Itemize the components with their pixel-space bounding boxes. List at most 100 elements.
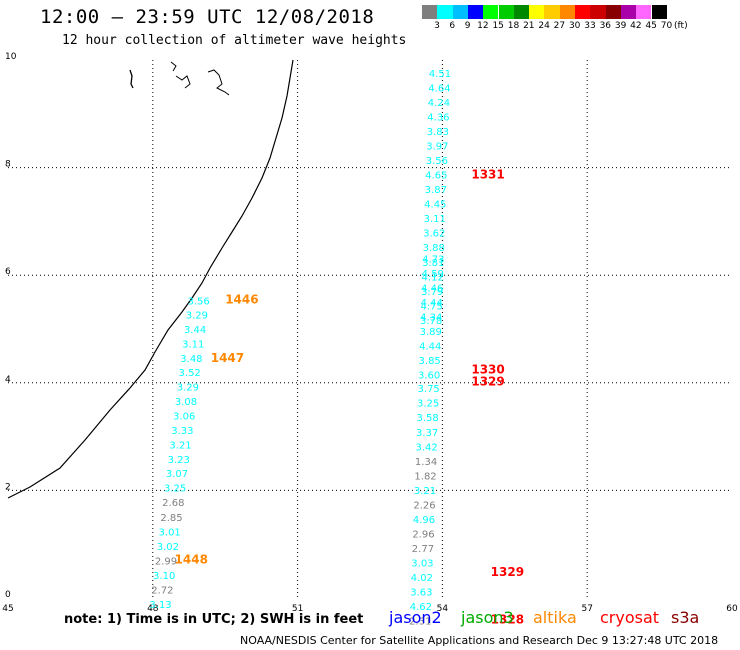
swh-value: 4.65: [425, 171, 447, 182]
legend-swatch: [437, 5, 453, 19]
swh-value: 3.29: [186, 310, 208, 321]
swh-value: 3.85: [419, 356, 441, 367]
lat-tick-label: 10: [5, 52, 17, 62]
legend-label: 6: [449, 21, 456, 31]
legend-label: 70: [660, 21, 673, 31]
orbit-time-label: 1329: [491, 565, 524, 579]
swh-value: 4.36: [427, 112, 449, 123]
legend-label: 12: [477, 21, 489, 31]
legend-label: 33: [584, 21, 596, 31]
swh-value: 3.83: [427, 127, 449, 138]
orbit-time-label: 1447: [211, 351, 244, 365]
swh-value: 3.03: [411, 558, 433, 569]
island-coastline: [129, 69, 134, 89]
swh-value: 4.45: [424, 200, 446, 211]
swh-value: 3.08: [175, 397, 197, 408]
lat-tick-label: 2: [5, 482, 11, 492]
swh-value: 4.46: [421, 284, 443, 295]
satellite-cryosat: cryosat: [600, 608, 660, 627]
legend-swatch: [498, 5, 514, 19]
lon-tick-label: 51: [292, 604, 303, 614]
legend-swatch: [636, 5, 652, 19]
swh-value: 3.11: [424, 214, 446, 225]
swh-value: 3.25: [164, 484, 186, 495]
legend-swatch: [483, 5, 499, 19]
swh-value: 3.13: [149, 600, 171, 611]
legend-swatch: [452, 5, 468, 19]
swh-value: 3.75: [418, 384, 440, 395]
legend-label: 21: [523, 21, 535, 31]
swh-value: 2.99: [155, 556, 177, 567]
swh-value: 3.97: [426, 142, 448, 153]
swh-value: 2.31: [409, 617, 431, 628]
swh-value: 3.62: [423, 229, 445, 240]
map-grid: [8, 60, 732, 598]
swh-value: 4.73: [422, 255, 444, 266]
swh-value: 3.10: [153, 571, 175, 582]
swh-value: 3.89: [420, 327, 442, 338]
swh-value: 4.44: [419, 342, 441, 353]
orbit-time-label: 1328: [491, 613, 524, 627]
swh-value: 3.25: [417, 399, 439, 410]
swh-value: 4.12: [422, 272, 444, 283]
swh-value: 2.72: [151, 585, 173, 596]
altimeter-observations: 3.56 3.29 3.44 3.11 3.48 3.52 3.29 3.08 3.06 3.33…: [149, 69, 524, 628]
swh-value: 3.56: [426, 156, 448, 167]
swh-value: 4.02: [411, 573, 433, 584]
swh-value: 3.06: [173, 412, 195, 423]
page-title: 12:00 – 23:59 UTC 12/08/2018: [40, 6, 375, 28]
swh-value: 3.88: [423, 243, 445, 254]
legend-swatch: [529, 5, 545, 19]
swh-value: 3.48: [180, 354, 202, 365]
island-coastline: [207, 69, 230, 96]
swh-value: 3.02: [157, 542, 179, 553]
legend-label: 27: [553, 21, 566, 31]
swh-value: 4.62: [410, 602, 432, 613]
legend-swatch: [620, 5, 637, 19]
swh-value: 3.78: [420, 316, 442, 327]
lon-tick-label: 54: [437, 604, 449, 614]
legend-label: 42: [630, 21, 642, 31]
legend-label: 9: [464, 21, 471, 31]
swh-value: 1.34: [415, 457, 437, 468]
swh-value: 3.21: [169, 441, 191, 452]
lon-tick-label: 60: [726, 604, 738, 614]
legend-swatch: [513, 5, 530, 19]
lat-tick-label: 0: [5, 590, 11, 600]
legend-swatch: [590, 5, 606, 19]
legend-swatch: [575, 5, 591, 19]
orbit-time-label: 1448: [175, 552, 208, 566]
legend-label: 39: [614, 21, 627, 31]
island-coastline: [175, 75, 191, 89]
legend-swatch: [651, 5, 667, 19]
swh-value: 3.87: [425, 185, 447, 196]
legend-label: 24: [538, 21, 550, 31]
legend-label: 45: [645, 21, 657, 31]
swh-value: 4.24: [428, 98, 450, 109]
swh-value: 4.96: [413, 515, 435, 526]
swh-value: 3.42: [415, 442, 437, 453]
legend-label: 18: [507, 21, 520, 31]
lat-tick-label: 4: [5, 375, 11, 385]
swh-value: 3.56: [188, 296, 210, 307]
swh-value: 4.64: [428, 83, 450, 94]
swh-value: 2.85: [160, 513, 182, 524]
legend-label: 15: [492, 21, 504, 31]
legend-label: 3: [434, 21, 440, 31]
lon-tick-label: 48: [147, 604, 159, 614]
swh-value: 3.44: [184, 325, 206, 336]
swh-value: 2.68: [162, 498, 184, 509]
satellite-jason3: jason3: [461, 608, 514, 627]
legend-unit: (ft): [674, 21, 688, 31]
legend-swatch: [544, 5, 560, 19]
lat-tick-label: 8: [5, 160, 11, 170]
swh-value: 1.82: [414, 471, 436, 482]
swh-value: 3.07: [166, 469, 188, 480]
footer-credit: NOAA/NESDIS Center for Satellite Applica…: [240, 634, 719, 647]
axis-labels: 45 48 51 54 57 60 0 2 4 6 8 10: [2, 52, 738, 614]
satellite-jason2: jason2: [389, 608, 442, 627]
orbit-time-label: 1446: [225, 292, 258, 306]
satellite-s3a: s3a: [671, 608, 700, 627]
swh-value: 3.60: [418, 371, 440, 382]
swh-value: 3.33: [171, 426, 193, 437]
